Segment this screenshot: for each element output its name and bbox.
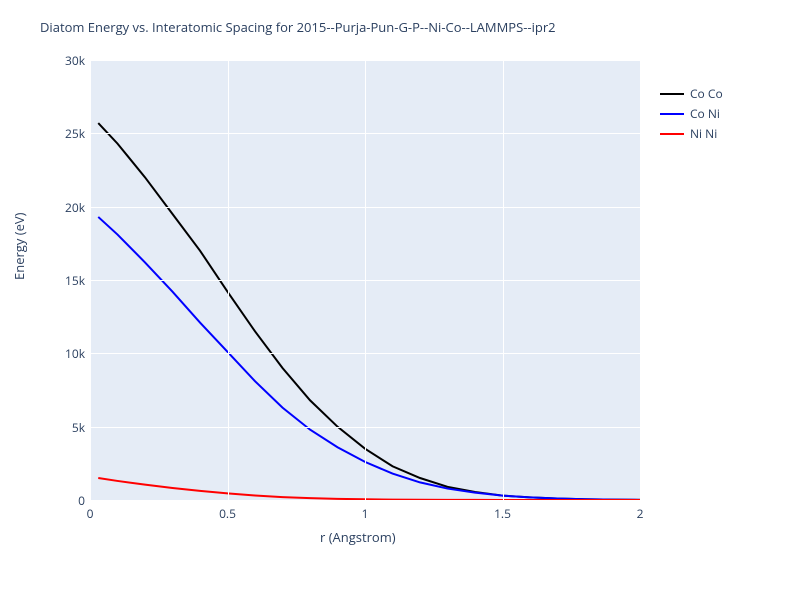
x-tick-label: 2 [610,505,670,522]
plot-area [90,60,640,500]
legend-swatch [660,133,684,135]
y-tick-label: 15k [50,272,85,289]
series-line [98,217,640,500]
grid-vertical [640,60,641,500]
grid-horizontal [90,280,640,281]
x-tick-label: 0.5 [198,505,258,522]
y-tick-label: 10k [50,345,85,362]
y-tick-label: 5k [50,419,85,436]
series-line [98,478,640,500]
legend-item[interactable]: Ni Ni [660,125,723,142]
y-tick-label: 20k [50,199,85,216]
series-line [98,123,640,500]
y-axis-label: Energy (eV) [10,213,28,280]
chart-title: Diatom Energy vs. Interatomic Spacing fo… [40,18,556,36]
x-axis-label: r (Angstrom) [320,528,396,546]
grid-horizontal [90,500,640,501]
legend-label: Co Ni [690,105,720,122]
grid-horizontal [90,207,640,208]
legend: Co Co Co Ni Ni Ni [660,85,723,145]
x-tick-label: 1 [335,505,395,522]
y-tick-label: 25k [50,125,85,142]
grid-horizontal [90,60,640,61]
legend-item[interactable]: Co Ni [660,105,723,122]
y-tick-label: 30k [50,52,85,69]
x-tick-label: 1.5 [473,505,533,522]
legend-item[interactable]: Co Co [660,85,723,102]
legend-label: Co Co [690,85,723,102]
grid-horizontal [90,353,640,354]
legend-swatch [660,113,684,115]
y-tick-label: 0 [50,492,85,509]
legend-label: Ni Ni [690,125,717,142]
grid-horizontal [90,427,640,428]
grid-horizontal [90,133,640,134]
legend-swatch [660,93,684,95]
